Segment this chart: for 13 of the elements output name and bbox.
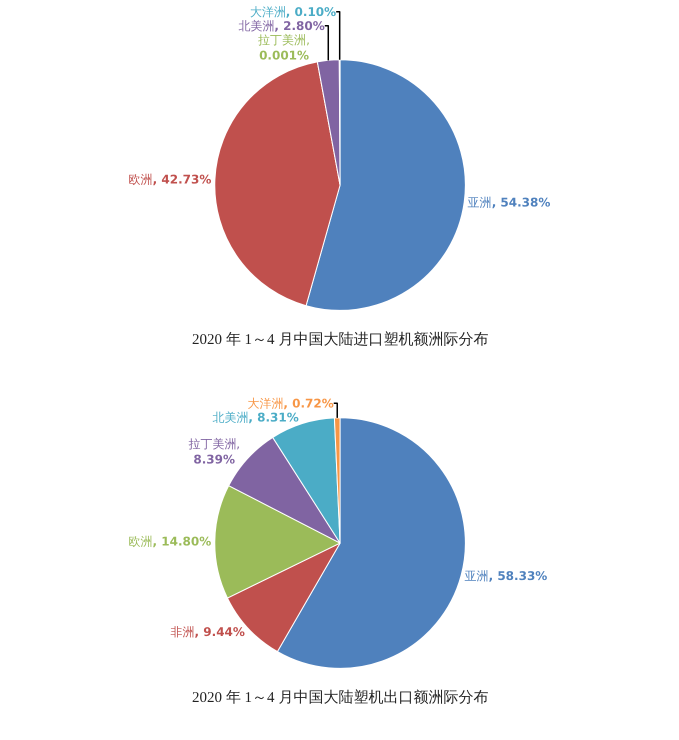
data-label: , 0.10% (286, 4, 336, 19)
data-label: , 42.73% (152, 172, 212, 186)
data-label: , 14.80% (152, 534, 212, 549)
slice-label: 拉丁美洲, 8.39% (188, 437, 240, 467)
data-label: , 54.38% (492, 195, 550, 210)
data-label: , 0.72% (283, 396, 334, 410)
data-label: , 2.80% (274, 18, 325, 33)
slice-label: 拉丁美洲, 0.001% (258, 32, 310, 62)
data-label: , 9.44% (194, 624, 245, 639)
text: 2020 年 1～4 月中国大陆进口塑机额洲际分布 (192, 331, 488, 348)
data-label: , 58.33% (488, 569, 548, 584)
text: 2020 年 1～4 月中国大陆塑机出口额洲际分布 (192, 689, 488, 706)
data-label: , 8.31% (248, 410, 299, 424)
